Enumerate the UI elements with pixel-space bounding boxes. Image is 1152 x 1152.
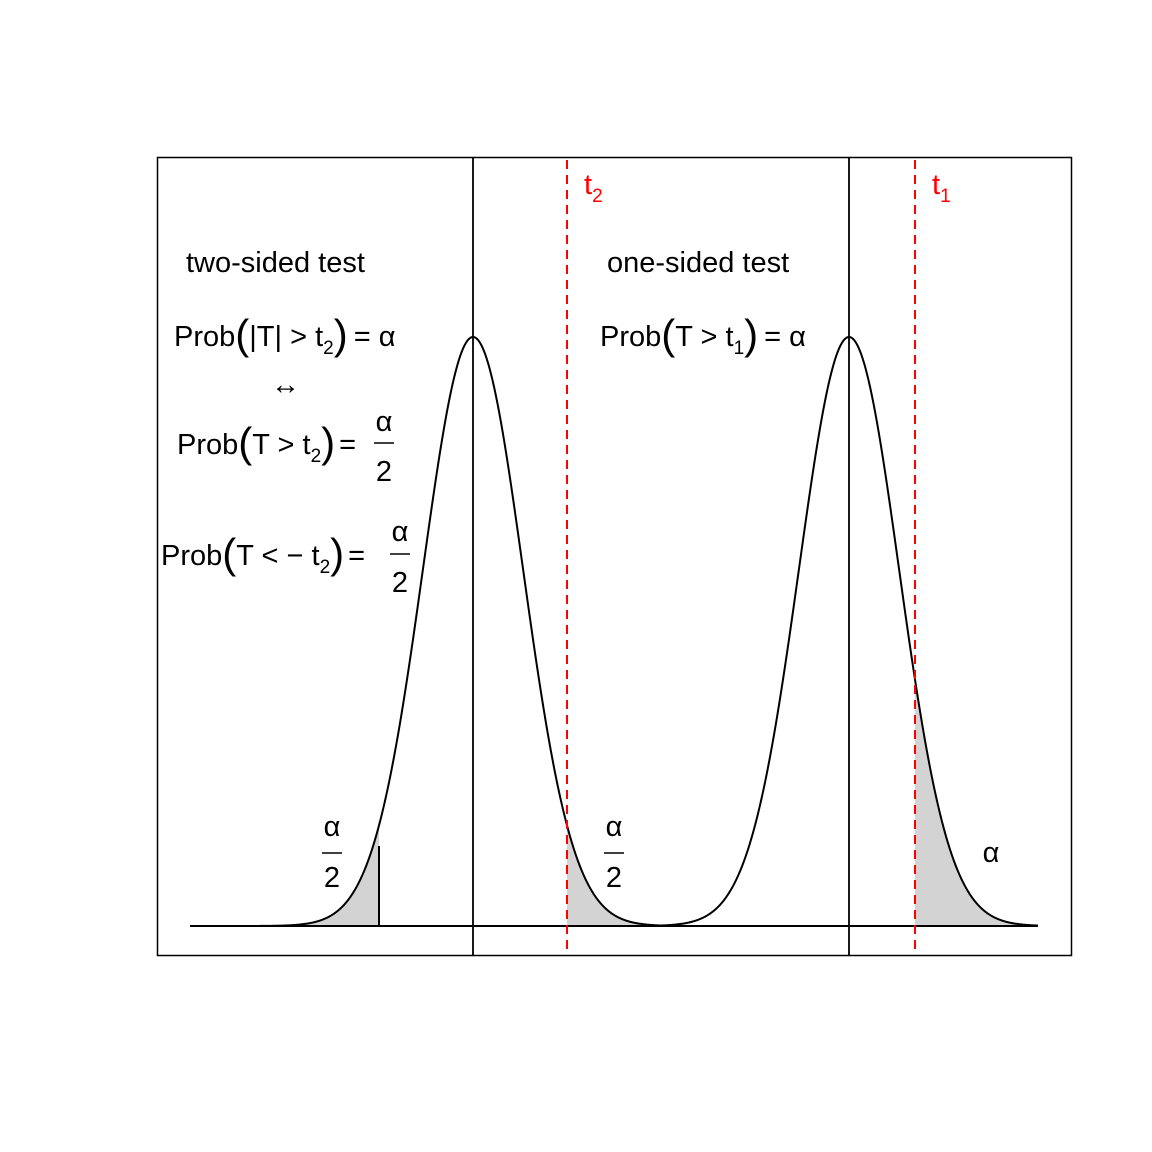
upper-tail-fraction-denominator: 2 [376, 456, 392, 488]
equivalence-symbol: ↔ [271, 369, 300, 401]
two-sided-heading: two-sided test [186, 247, 365, 279]
t2-label: t2 [584, 169, 603, 207]
one-sided-equation: Prob(T > t1) = α [600, 311, 806, 359]
left-tail-area [190, 825, 379, 926]
upper-tail-area-one-sided [915, 679, 1038, 926]
one-sided-heading: one-sided test [607, 247, 789, 279]
two-sided-abs-equation: Prob(|T| > t2) = α [174, 311, 396, 359]
upper-tail-area-two-sided [567, 825, 661, 926]
lower-tail-fraction-denominator: 2 [392, 567, 408, 599]
two-sided-upper-tail-denominator: 2 [606, 862, 622, 894]
upper-tail-equation: Prob(T > t2) = [177, 419, 356, 467]
t1-label: t1 [932, 169, 951, 207]
plot-frame [156, 156, 1073, 957]
lower-tail-fraction-numerator: α [392, 516, 409, 548]
one-sided-tail-label: α [983, 837, 1000, 869]
two-sided-density-curve [190, 335, 662, 927]
left-tail-numerator: α [324, 811, 341, 843]
two-sided-upper-tail-numerator: α [606, 811, 623, 843]
lower-tail-equation: Prob(T < − t2) = [161, 530, 365, 578]
left-tail-denominator: 2 [324, 862, 340, 894]
upper-tail-fraction-numerator: α [376, 406, 393, 438]
